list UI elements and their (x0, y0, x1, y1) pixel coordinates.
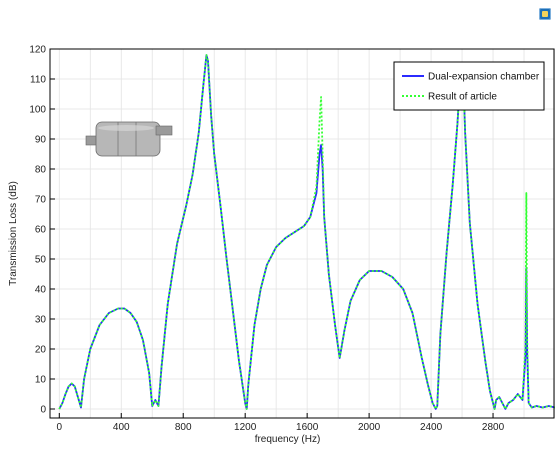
y-tick-label: 90 (35, 135, 47, 146)
legend-label-article: Result of article (428, 92, 497, 103)
legend-label-dual-expansion: Dual-expansion chamber (428, 72, 540, 83)
y-tick-label: 80 (35, 165, 47, 176)
x-tick-label: 2000 (358, 422, 381, 433)
y-tick-label: 120 (29, 45, 46, 56)
x-axis-label: frequency (Hz) (255, 434, 321, 445)
y-tick-label: 110 (30, 75, 46, 86)
y-tick-label: 50 (35, 255, 47, 266)
y-tick-label: 10 (35, 375, 47, 386)
plot-frame (49, 48, 555, 419)
legend-box (393, 61, 545, 111)
y-axis-label: Transmission Loss (dB) (8, 181, 19, 286)
x-tick-label: 2400 (420, 422, 443, 433)
y-tick-label: 0 (40, 405, 46, 416)
series-line-article (59, 55, 555, 409)
y-tick-label: 20 (35, 345, 47, 356)
y-tick-label: 70 (35, 195, 47, 206)
ticks: 0 400 800 1200 1600 2000 2400 2800 0 10 20 30 40 50 60… (29, 45, 504, 434)
image-export-icon[interactable] (539, 8, 551, 20)
y-tick-label: 30 (35, 315, 47, 326)
y-tick-label: 100 (29, 105, 46, 116)
x-tick-label: 1600 (296, 422, 319, 433)
x-tick-label: 2800 (482, 422, 505, 433)
y-tick-label: 60 (35, 225, 47, 236)
series-layer (59, 55, 555, 409)
y-tick-label: 40 (35, 285, 47, 296)
x-tick-label: 800 (175, 422, 192, 433)
legend: Dual-expansion chamber Result of article (393, 61, 545, 111)
muffler-geometry-image (85, 121, 173, 157)
x-tick-label: 1200 (234, 422, 257, 433)
x-tick-label: 0 (57, 422, 63, 433)
x-tick-label: 400 (113, 422, 130, 433)
